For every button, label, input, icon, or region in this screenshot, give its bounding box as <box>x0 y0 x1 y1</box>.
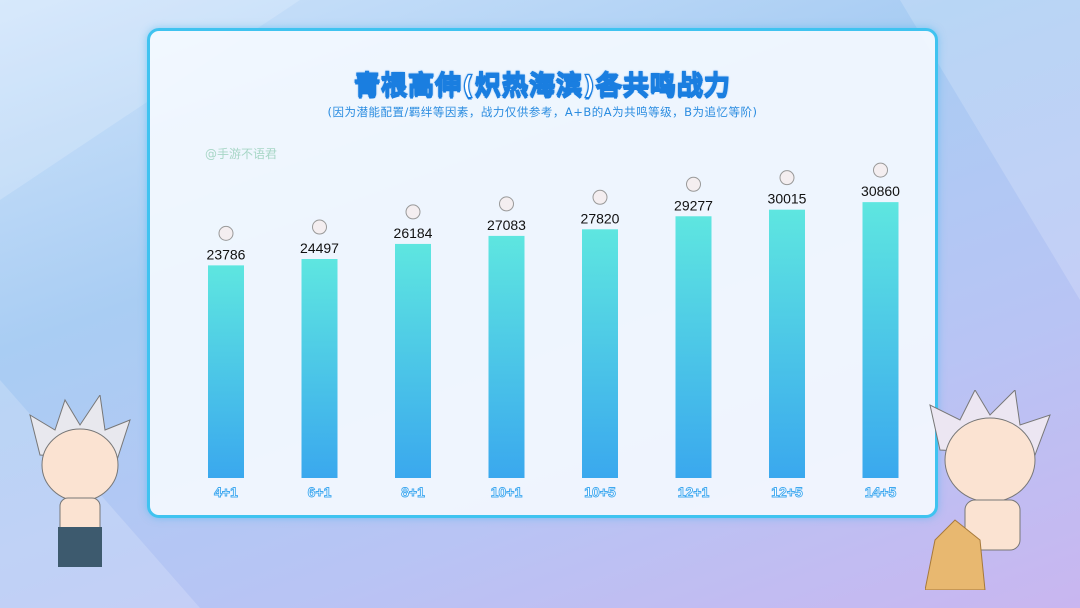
bar-chart: 23786 4+1 24497 6+1 26184 8+1 27083 10+1 27820 10… <box>207 162 900 500</box>
bar-10+5 <box>582 229 618 478</box>
bar-8+1 <box>395 243 431 478</box>
chibi-icon <box>779 170 795 186</box>
watermark: @手游不语君 <box>205 147 278 161</box>
bar-12+1 <box>675 216 712 478</box>
x-tick-label: 10+1 <box>491 484 523 500</box>
bar-12+5 <box>769 209 805 479</box>
chibi-icon <box>592 189 608 205</box>
data-label: 26184 <box>394 225 433 241</box>
character-right-decoration <box>925 390 1051 590</box>
x-tick-label: 12+5 <box>771 484 803 500</box>
data-label: 27820 <box>581 210 620 226</box>
chibi-icon <box>686 176 701 192</box>
x-tick-label: 8+1 <box>401 484 425 500</box>
x-tick-label: 12+1 <box>678 484 710 500</box>
character-left-decoration <box>29 395 131 567</box>
chibi-icon <box>873 162 888 178</box>
chibi-icon <box>405 204 421 220</box>
chart-subtitle: (因为潜能配置/羁绊等因素，战力仅供参考，A+B的A为共鸣等级，B为追忆等阶) <box>327 105 758 119</box>
x-tick-label: 14+5 <box>865 484 897 500</box>
x-tick-label: 4+1 <box>214 484 238 500</box>
data-label: 23786 <box>207 246 246 262</box>
chibi-icon <box>312 219 327 235</box>
chibi-icon <box>218 225 234 241</box>
chart-title: 青根高伸(炽热海滨)各共鸣战力 <box>354 70 731 101</box>
chart-panel: 青根高伸(炽热海滨)各共鸣战力 (因为潜能配置/羁绊等因素，战力仅供参考，A+B… <box>147 28 938 518</box>
x-tick-label: 6+1 <box>308 484 332 500</box>
chibi-icon <box>499 196 514 212</box>
bar-6+1 <box>301 259 338 478</box>
data-label: 29277 <box>674 197 713 213</box>
data-label: 30860 <box>861 183 900 199</box>
bar-4+1 <box>208 265 244 478</box>
x-tick-label: 10+5 <box>584 484 616 500</box>
data-label: 27083 <box>487 217 526 233</box>
bar-14+5 <box>862 202 899 478</box>
bar-10+1 <box>488 235 525 478</box>
data-label: 24497 <box>300 240 339 256</box>
data-label: 30015 <box>768 191 807 207</box>
